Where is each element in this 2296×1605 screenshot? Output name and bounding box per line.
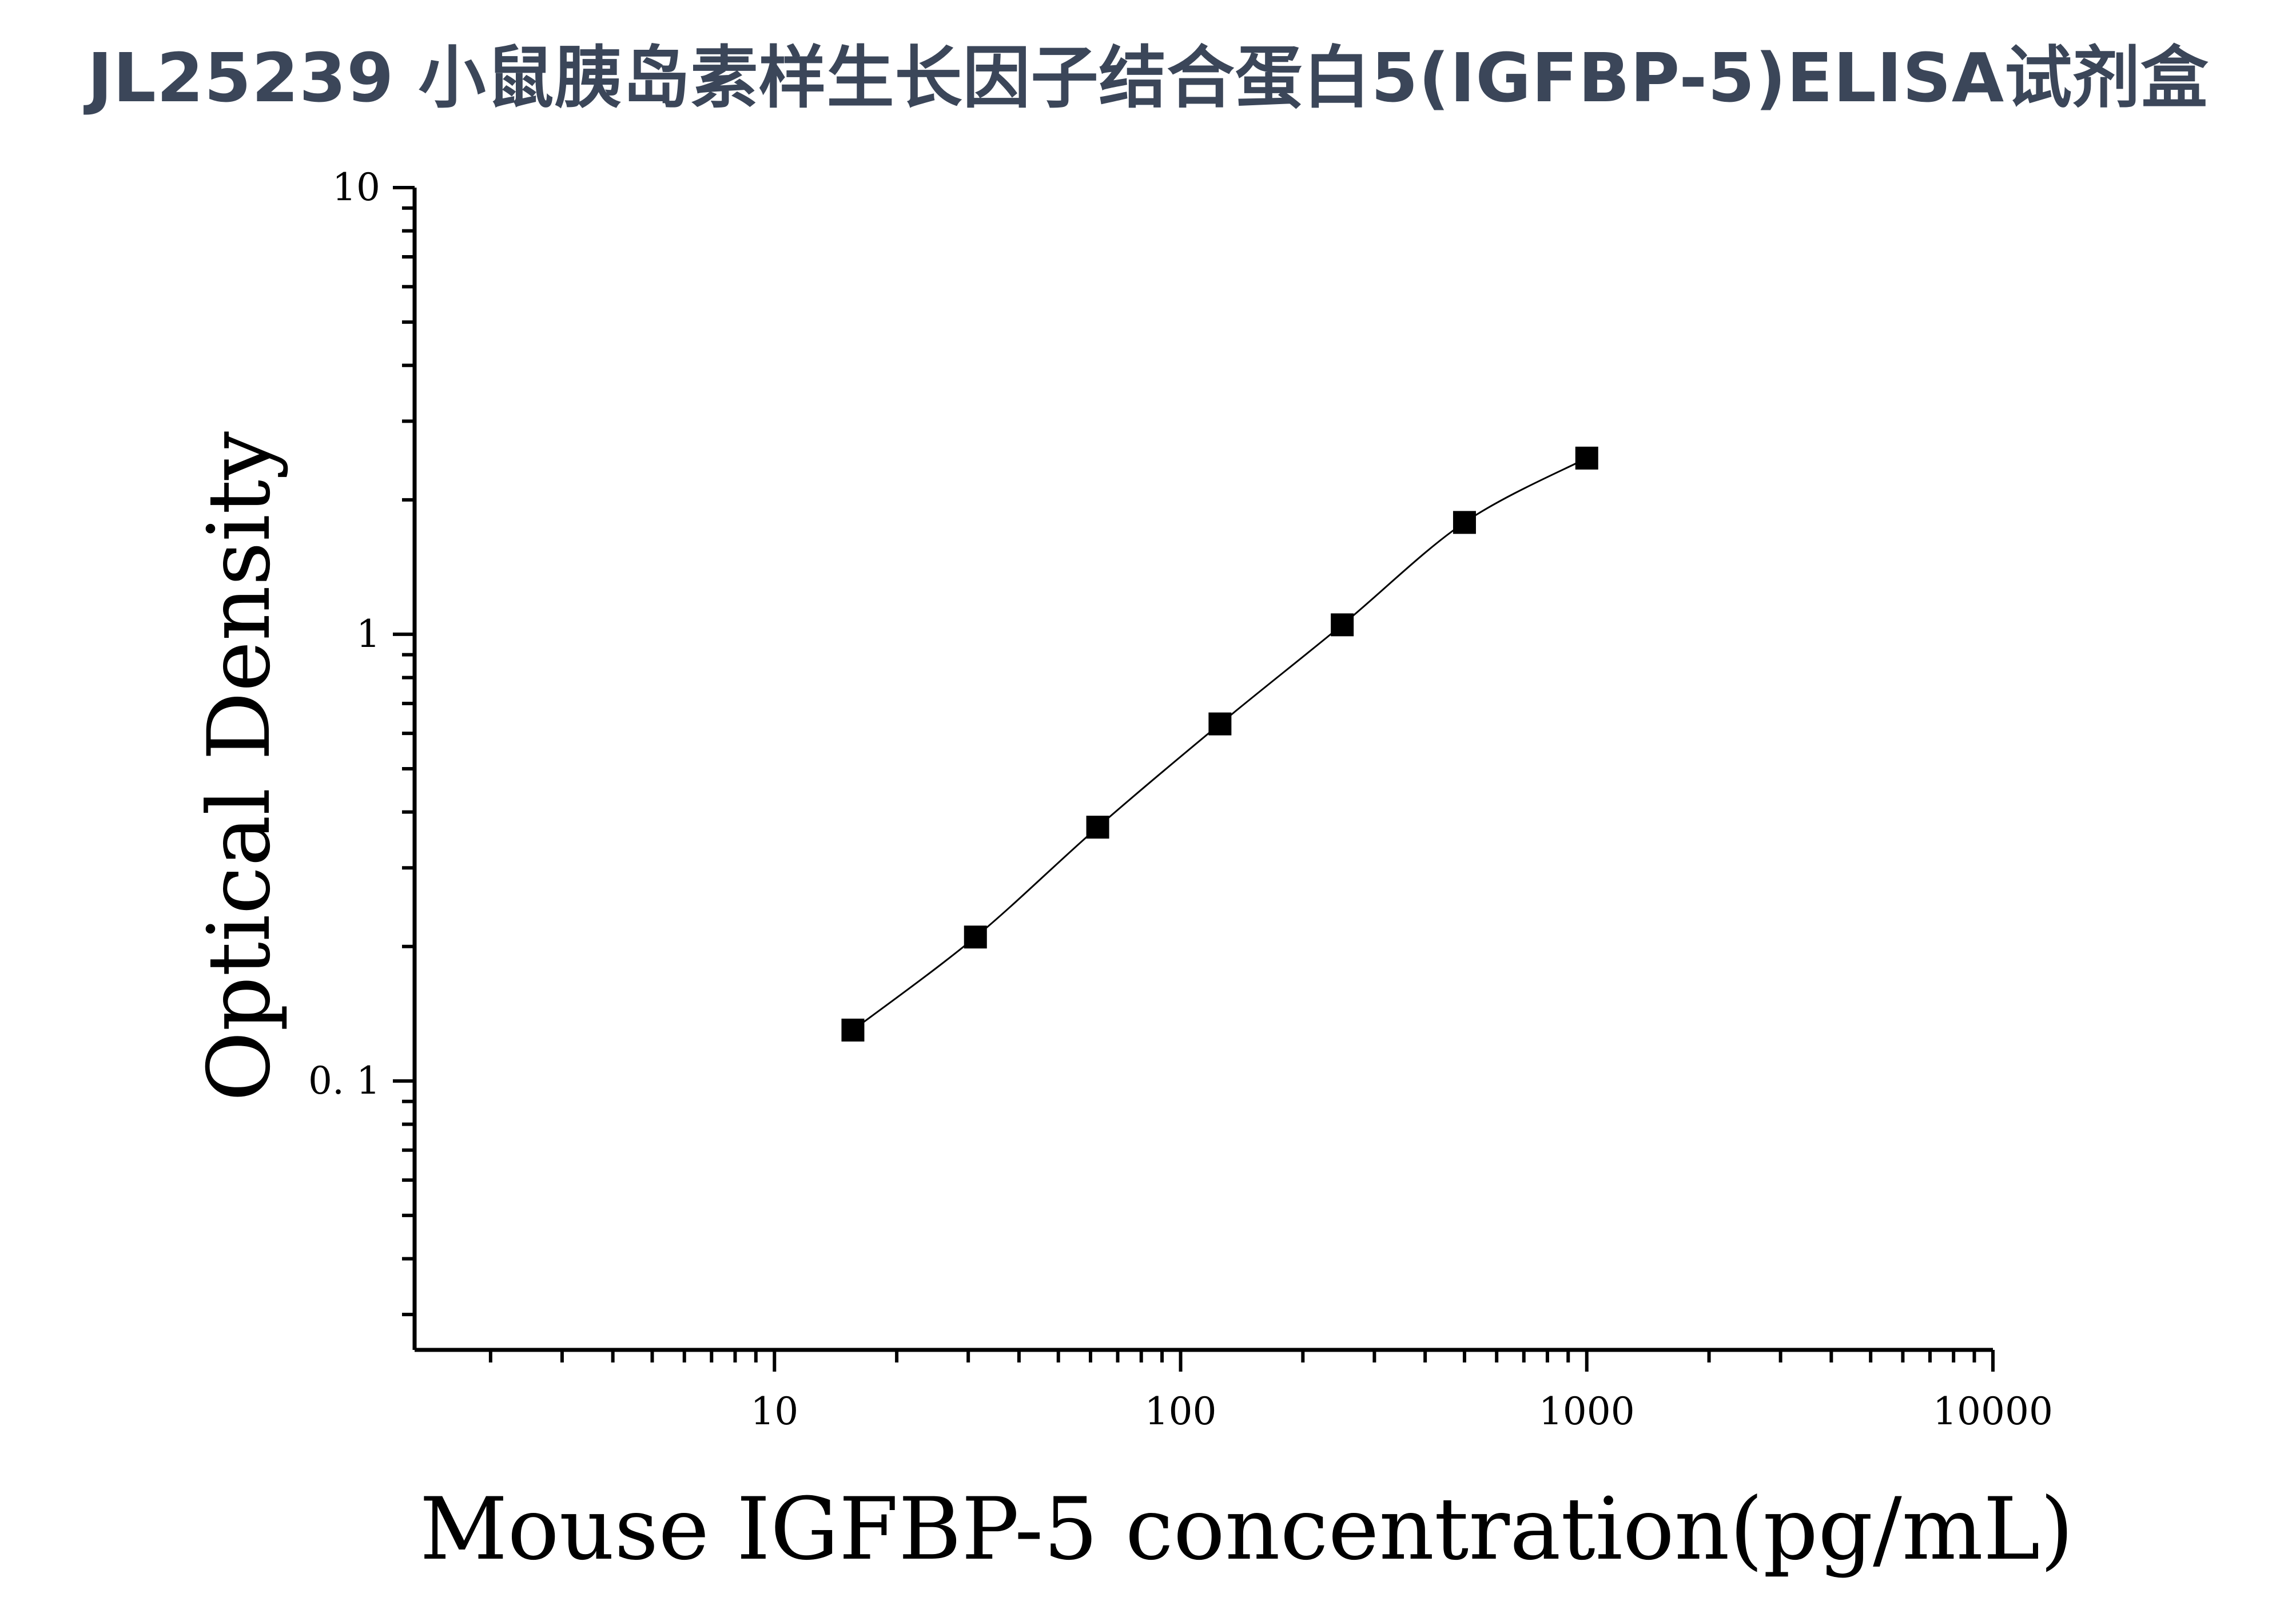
axes: [412, 188, 1993, 1352]
x-tick-label: 1000: [1539, 1389, 1635, 1433]
tick-marks: [393, 186, 1995, 1372]
data-point-square: [964, 925, 987, 949]
data-point-square: [1575, 446, 1598, 470]
y-tick-label: 10: [332, 165, 380, 209]
chart-title: JL25239 小鼠胰岛素样生长因子结合蛋白5(IGFBP-5)ELISA试剂盒: [87, 38, 2209, 117]
x-tick-label: 100: [1145, 1389, 1217, 1433]
data-point-square: [1331, 613, 1354, 637]
y-axis-title: Optical Density: [190, 431, 289, 1102]
fit-curve: [852, 457, 1587, 1031]
tick-labels: 10 100 1000 10000 0. 1 1 10: [308, 165, 2053, 1433]
y-tick-label: 1: [356, 612, 380, 656]
x-tick-label: 10000: [1933, 1389, 2053, 1433]
y-tick-label: 0. 1: [308, 1059, 380, 1103]
data-point-square: [841, 1018, 865, 1042]
x-axis-title: Mouse IGFBP-5 concentration(pg/mL): [420, 1480, 2074, 1579]
fit-curve-group: [852, 457, 1587, 1031]
data-point-square: [1208, 712, 1232, 736]
data-point-square: [1453, 511, 1476, 534]
data-points: [841, 446, 1598, 1042]
x-tick-label: 10: [750, 1389, 798, 1433]
data-point-square: [1086, 816, 1109, 839]
